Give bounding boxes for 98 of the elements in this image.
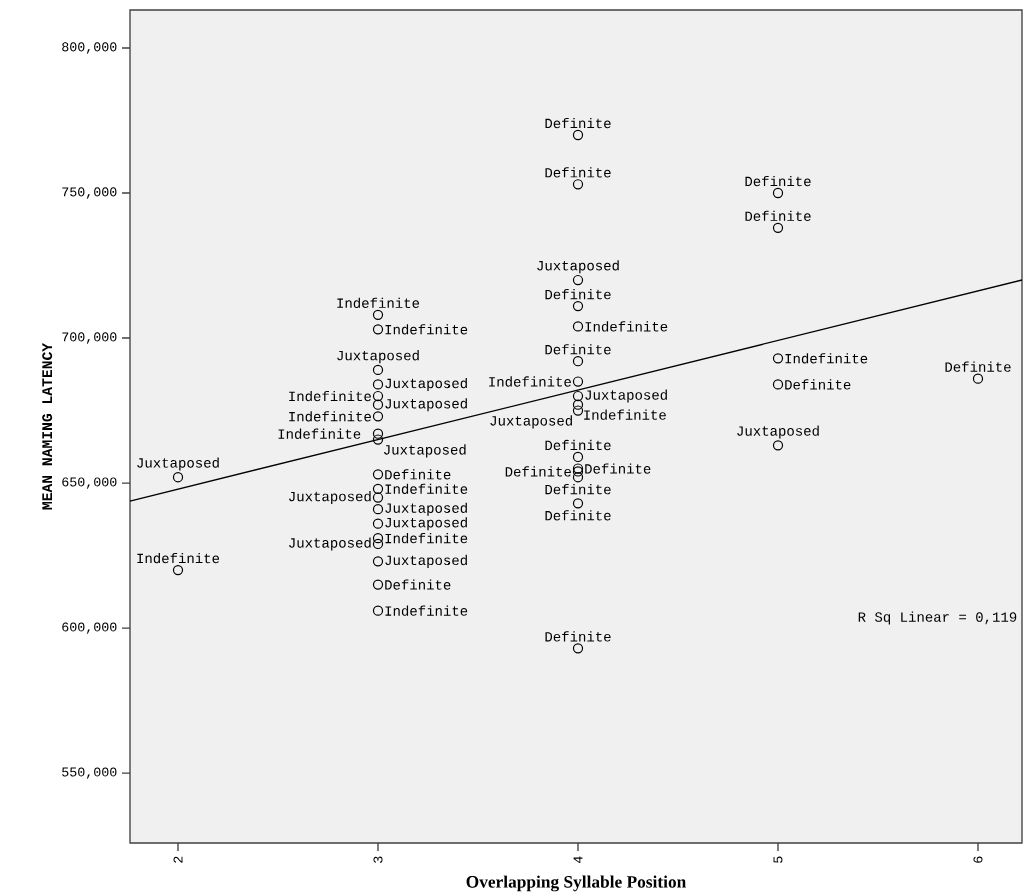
data-label: Definite (545, 439, 611, 451)
data-label: Definite (545, 167, 611, 178)
point (772, 379, 784, 390)
y-tick-label: 600,000 (62, 622, 117, 634)
data-label: Definite (545, 510, 611, 521)
point (772, 222, 784, 233)
data-label: Definite (545, 117, 611, 129)
data-label: Definite (545, 344, 611, 355)
point (572, 356, 584, 367)
x-tick-label: 5 (773, 856, 783, 863)
point (572, 300, 584, 312)
data-label: Juxtaposed (737, 425, 819, 439)
data-label: Indefinite (337, 297, 420, 309)
point (372, 324, 384, 335)
point (372, 309, 384, 320)
point (372, 379, 384, 390)
data-label: Juxtaposed (385, 398, 467, 412)
data-label: Indefinite (278, 428, 361, 439)
data-label: Juxtaposed (289, 537, 371, 551)
point (772, 440, 784, 451)
data-label: Indefinite (385, 532, 468, 544)
point (572, 399, 584, 410)
point (372, 579, 384, 590)
point (772, 187, 784, 199)
point (972, 373, 984, 384)
data-label: Indefinite (385, 324, 468, 335)
data-label: Indefinite (585, 321, 668, 332)
point (572, 451, 584, 463)
data-label: Juxtaposed (585, 389, 667, 403)
point (372, 605, 384, 616)
point (372, 556, 384, 567)
x-tick-label: 3 (373, 856, 383, 863)
x-axis-title: Overlapping Syllable Position (466, 875, 687, 892)
data-label: Indefinite (385, 605, 468, 616)
data-label: Juxtaposed (137, 457, 219, 471)
annotation: R Sq Linear = 0,119 (858, 611, 1017, 625)
y-tick-label: 800,000 (62, 42, 117, 54)
point (772, 353, 784, 364)
point (572, 129, 584, 141)
y-tick-label: 700,000 (62, 332, 117, 344)
y-tick-label: 550,000 (62, 767, 117, 779)
data-label: Indefinite (137, 552, 220, 564)
data-label: Definite (745, 175, 811, 187)
point (372, 434, 384, 445)
x-tick-label: 2 (173, 856, 183, 863)
point (572, 376, 584, 387)
point (572, 390, 584, 402)
x-tick-label: 6 (973, 856, 983, 863)
data-label: Definite (785, 379, 851, 390)
point (372, 411, 384, 422)
data-label: Juxtaposed (289, 491, 371, 505)
point (372, 538, 384, 550)
data-label: Definite (505, 466, 571, 477)
point (572, 643, 584, 654)
data-label: Indefinite (785, 353, 868, 364)
point (172, 472, 184, 483)
y-tick-label: 650,000 (62, 477, 117, 489)
data-label: Juxtaposed (385, 554, 467, 568)
data-label: Juxtaposed (337, 350, 419, 364)
data-label: Definite (545, 484, 611, 495)
data-label: Juxtaposed (385, 502, 467, 516)
point (572, 472, 584, 483)
point (572, 321, 584, 332)
data-label: Juxtaposed (490, 415, 572, 429)
point (372, 504, 384, 515)
data-label: Indefinite (489, 376, 571, 387)
y-tick-label: 750,000 (62, 187, 117, 199)
data-label: Indefinite (289, 390, 371, 402)
point (372, 428, 384, 439)
data-label: Juxtaposed (385, 377, 467, 391)
point (372, 483, 384, 494)
x-tick-label: 4 (573, 856, 583, 864)
point (372, 399, 384, 410)
point (572, 274, 584, 286)
data-label: Definite (945, 361, 1011, 372)
point (172, 564, 184, 576)
data-label: Definite (385, 469, 451, 480)
point (372, 364, 384, 376)
point (372, 390, 384, 402)
data-label: Definite (385, 579, 451, 590)
data-label: Indefinite (385, 483, 468, 494)
point (372, 533, 384, 544)
point (572, 405, 584, 416)
point (372, 518, 384, 529)
point (572, 498, 584, 509)
point (372, 492, 384, 503)
data-label: Juxtaposed (385, 517, 467, 531)
point (372, 469, 384, 480)
data-label: Definite (545, 631, 611, 642)
data-label: Definite (745, 210, 811, 222)
data-label: Juxtaposed (537, 260, 619, 274)
data-label: Definite (585, 463, 651, 474)
data-label: Indefinite (584, 409, 666, 420)
point (572, 179, 584, 190)
y-axis-title: MEAN NAMING LATENCY (42, 342, 53, 510)
data-label: Definite (545, 289, 611, 300)
data-label: Juxtaposed (383, 444, 466, 458)
data-label: Indefinite (289, 411, 371, 422)
